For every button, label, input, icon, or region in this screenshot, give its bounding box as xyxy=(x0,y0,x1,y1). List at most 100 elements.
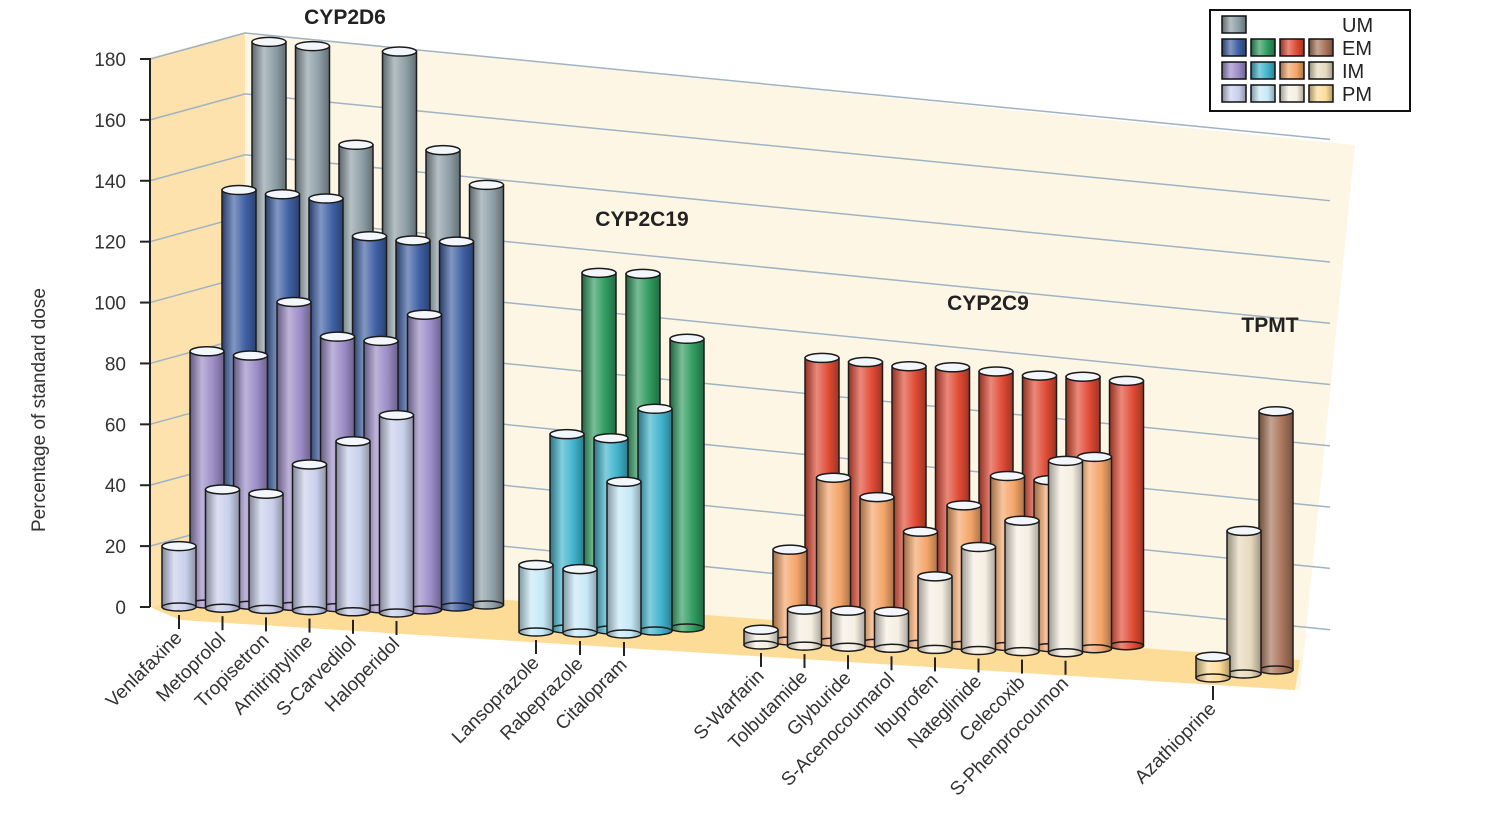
bar-body xyxy=(291,463,328,612)
group-tpmt xyxy=(1195,405,1294,683)
bar-body xyxy=(1004,519,1040,653)
bar-cyp2c19-pm xyxy=(606,476,642,639)
group-label: CYP2D6 xyxy=(304,6,386,29)
bar-body xyxy=(873,611,910,650)
bar-body xyxy=(960,546,997,652)
bar-cap xyxy=(518,559,554,571)
y-tick-label: 0 xyxy=(115,598,126,619)
y-axis: 0 20 40 60 80 100 120 140 160 180 xyxy=(94,50,151,619)
bar-cyp2d6-em xyxy=(438,236,475,612)
bar-cap xyxy=(319,331,356,342)
bar-cap xyxy=(934,362,971,373)
bar-base xyxy=(606,629,642,639)
y-tick-label: 20 xyxy=(105,537,126,558)
bar-cap xyxy=(960,541,997,553)
bar-base xyxy=(1258,665,1294,675)
bar-cap xyxy=(294,40,331,52)
bar-cyp2c9-pm xyxy=(830,605,866,652)
bar-cap xyxy=(1108,375,1145,387)
bar-cyp2c9-pm xyxy=(917,571,953,655)
bar-base xyxy=(1108,640,1145,651)
bar-cap xyxy=(669,333,705,345)
y-tick-label: 100 xyxy=(94,294,126,315)
bar-base xyxy=(161,602,197,612)
bar-cap xyxy=(946,500,982,511)
bar-body xyxy=(562,568,598,634)
bar-body xyxy=(1108,380,1145,647)
bar-cap xyxy=(395,235,431,246)
bar-cyp2d6-pm xyxy=(248,488,284,615)
legend-label: EM xyxy=(1342,38,1372,60)
bar-cap xyxy=(786,604,823,615)
bar-cap xyxy=(891,360,927,372)
bar-cyp2d6-pm xyxy=(204,484,241,613)
bar-cap xyxy=(251,36,287,48)
y-tick-label: 120 xyxy=(94,233,126,254)
bar-cap xyxy=(815,472,852,483)
bar-cap xyxy=(425,144,461,156)
legend-swatch xyxy=(1308,38,1334,57)
bar-cap xyxy=(438,236,475,247)
legend-label: UM xyxy=(1342,15,1373,37)
bar-cyp2c9-pm xyxy=(960,541,997,656)
bar-base xyxy=(1226,669,1262,679)
legend-swatch xyxy=(1250,38,1276,57)
bar-cap xyxy=(549,428,585,440)
bar-body xyxy=(637,408,673,632)
bar-base xyxy=(291,605,328,616)
bar-base xyxy=(743,640,779,650)
group-labels: CYP2D6 CYP2C19 CYP2C9 TPMT xyxy=(304,6,1299,337)
bar-base xyxy=(960,645,997,656)
bar-cap xyxy=(291,459,328,470)
bar-base xyxy=(1004,646,1040,657)
bar-body xyxy=(248,492,284,611)
bar-body xyxy=(669,338,705,629)
group-cyp2d6 xyxy=(161,36,505,618)
bar-body xyxy=(917,575,953,651)
bar-cyp2d6-pm xyxy=(378,409,415,618)
bar-base xyxy=(1047,647,1084,658)
bar-base xyxy=(468,600,505,610)
bar-base xyxy=(335,607,371,617)
legend-swatch xyxy=(1279,38,1305,57)
bar-cap xyxy=(743,624,779,636)
bar-cap xyxy=(204,484,241,495)
bar-body xyxy=(786,608,823,647)
bar-base xyxy=(518,627,554,637)
gridline xyxy=(149,32,1331,141)
bar-base xyxy=(1195,673,1231,683)
bar-cyp2c9-em xyxy=(1108,375,1145,651)
bar-body xyxy=(830,609,866,648)
bar-tpmt-em xyxy=(1258,405,1294,675)
group-label: TPMT xyxy=(1241,314,1298,337)
bar-body xyxy=(606,481,642,635)
bar-cyp2c19-pm xyxy=(518,559,554,637)
bar-cap xyxy=(351,230,388,242)
bar-cyp2c19-em xyxy=(669,333,705,633)
bar-cap xyxy=(338,139,374,150)
bar-cyp2c9-pm xyxy=(1004,515,1040,657)
category-label: Azathioprine xyxy=(1131,699,1221,789)
bar-cap xyxy=(593,432,629,444)
bar-cap xyxy=(335,436,371,447)
bar-cyp2d6-pm xyxy=(291,459,328,616)
y-tick-label: 80 xyxy=(105,354,126,375)
group-cyp2c19 xyxy=(518,267,705,639)
y-tick-label: 160 xyxy=(94,111,126,132)
legend-swatch xyxy=(1279,84,1305,103)
bar-body xyxy=(1047,460,1084,654)
legend-swatch xyxy=(1279,61,1305,80)
bar-cap xyxy=(989,470,1026,482)
bar-cyp2c19-pm xyxy=(562,563,598,638)
bar-base xyxy=(786,641,823,651)
bar-cap xyxy=(248,488,284,499)
group-label: CYP2C19 xyxy=(595,208,688,231)
bar-cap xyxy=(581,267,617,279)
bar-cap xyxy=(1076,451,1113,463)
bar-body xyxy=(378,414,415,614)
bar-cap xyxy=(1258,405,1294,417)
y-tick-label: 140 xyxy=(94,172,126,193)
bar-cap xyxy=(232,350,269,361)
